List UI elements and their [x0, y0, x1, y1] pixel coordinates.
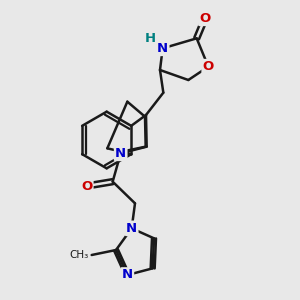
Text: H: H [144, 32, 156, 45]
Text: N: N [122, 268, 133, 281]
Text: O: O [81, 179, 92, 193]
Text: O: O [200, 12, 211, 25]
Text: N: N [157, 42, 168, 55]
Text: CH₃: CH₃ [69, 250, 89, 260]
Text: N: N [126, 222, 137, 235]
Text: N: N [115, 147, 126, 160]
Text: O: O [203, 60, 214, 73]
